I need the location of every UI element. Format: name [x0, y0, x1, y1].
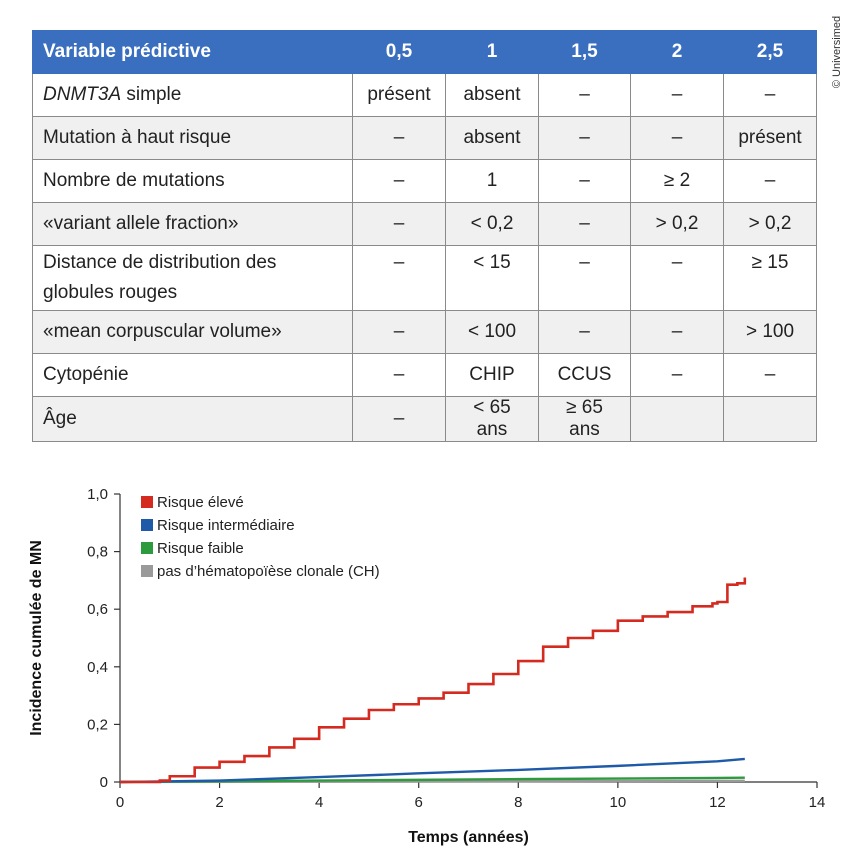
x-tick-label: 4	[315, 794, 323, 811]
legend-swatch	[141, 542, 153, 554]
table-cell: –	[352, 159, 446, 203]
table-cell: –	[352, 396, 446, 442]
gene-name: DNMT3A	[43, 84, 122, 105]
table-row: Âge – < 65 ans ≥ 65 ans	[32, 396, 817, 442]
row-label: «mean corpuscular volume»	[32, 310, 353, 354]
row-label: «variant allele fraction»	[32, 202, 353, 246]
table-row: «mean corpuscular volume» – < 100 – – > …	[32, 310, 817, 354]
predictor-score-table: Variable prédictive 0,5 1 1,5 2 2,5 DNMT…	[32, 30, 817, 442]
credit-text: © Universimed	[831, 15, 843, 89]
table-cell: –	[723, 353, 817, 397]
y-tick-label: 0,6	[87, 601, 108, 618]
row-label: Distance de distribution des globules ro…	[32, 245, 353, 311]
legend-swatch	[141, 565, 153, 577]
row-label: Âge	[32, 396, 353, 442]
y-tick-label: 1,0	[87, 486, 108, 503]
x-tick-label: 14	[809, 794, 826, 811]
y-tick-label: 0,2	[87, 716, 108, 733]
series-line-risque-faible	[119, 776, 745, 784]
table-cell: présent	[723, 116, 817, 160]
y-tick-label: 0,8	[87, 544, 108, 561]
table-header-row: Variable prédictive 0,5 1 1,5 2 2,5	[32, 30, 817, 74]
table-cell: –	[630, 245, 724, 311]
header-score-1-5: 1,5	[538, 30, 631, 74]
row-label: DNMT3A simple	[32, 73, 353, 117]
table-cell: 1	[445, 159, 539, 203]
table-cell: –	[352, 202, 446, 246]
table-cell: –	[630, 353, 724, 397]
table-cell: ≥ 2	[630, 159, 724, 203]
legend-label: Risque faible	[157, 540, 244, 557]
table-cell: –	[538, 310, 631, 354]
table-cell: présent	[352, 73, 446, 117]
chart-legend: Risque élevé Risque intermédiaire Risque f…	[141, 494, 380, 580]
x-tick-label: 8	[514, 794, 522, 811]
table-row: Mutation à haut risque – absent – – prés…	[32, 116, 817, 160]
x-tick-label: 2	[215, 794, 223, 811]
table-row: DNMT3A simple présent absent – – –	[32, 73, 817, 117]
table-cell: > 0,2	[630, 202, 724, 246]
y-axis-label: Incidence cumulée de MN	[28, 540, 45, 736]
table-cell: –	[538, 116, 631, 160]
row-label: Nombre de mutations	[32, 159, 353, 203]
header-score-0-5: 0,5	[352, 30, 446, 74]
cumulative-incidence-chart: 0 0,2 0,4 0,6 0,8 1,0 0 2 4 6 8 10 12 14 Temps (années…	[28, 486, 825, 846]
table-cell: –	[630, 310, 724, 354]
header-score-1: 1	[445, 30, 539, 74]
series-line-risque-interm-diaire	[119, 757, 745, 784]
x-tick-label: 12	[709, 794, 726, 811]
table-cell: –	[352, 310, 446, 354]
row-label: Cytopénie	[32, 353, 353, 397]
header-score-2: 2	[630, 30, 724, 74]
x-axis-label: Temps (années)	[408, 829, 529, 846]
table-cell: < 100	[445, 310, 539, 354]
table-cell: –	[352, 116, 446, 160]
table-cell: –	[352, 353, 446, 397]
table-cell: > 100	[723, 310, 817, 354]
table-cell: > 0,2	[723, 202, 817, 246]
x-tick-label: 0	[116, 794, 124, 811]
y-tick-label: 0	[100, 774, 108, 791]
table-cell: absent	[445, 73, 539, 117]
table-cell: < 0,2	[445, 202, 539, 246]
table-cell: –	[538, 202, 631, 246]
table-cell: CHIP	[445, 353, 539, 397]
table-cell: absent	[445, 116, 539, 160]
table-cell: –	[630, 116, 724, 160]
row-label: Mutation à haut risque	[32, 116, 353, 160]
table-cell: –	[538, 159, 631, 203]
series-line-risque-lev	[120, 577, 747, 784]
x-tick-label: 10	[610, 794, 627, 811]
legend-label: Risque élevé	[157, 494, 244, 511]
table-cell: –	[538, 73, 631, 117]
table-cell	[723, 396, 817, 442]
copyright-credit: © Universimed	[825, 12, 849, 92]
table-cell: –	[630, 73, 724, 117]
table-cell: –	[538, 245, 631, 311]
header-variable: Variable prédictive	[32, 30, 353, 74]
table-row: Cytopénie – CHIP CCUS – –	[32, 353, 817, 397]
table-cell: –	[352, 245, 446, 311]
chart-axes: 0 0,2 0,4 0,6 0,8 1,0 0 2 4 6 8 10 12 14 Temps (années…	[28, 486, 825, 846]
legend-swatch	[141, 519, 153, 531]
legend-swatch	[141, 496, 153, 508]
legend-label: pas d’hématopoïèse clonale (CH)	[157, 563, 380, 580]
table-cell: CCUS	[538, 353, 631, 397]
x-tick-label: 6	[415, 794, 423, 811]
table-row: «variant allele fraction» – < 0,2 – > 0,…	[32, 202, 817, 246]
chart-series	[119, 577, 747, 784]
row-label-text: simple	[121, 84, 182, 105]
table-cell: –	[723, 159, 817, 203]
y-tick-label: 0,4	[87, 659, 108, 676]
header-score-2-5: 2,5	[723, 30, 817, 74]
table-row: Nombre de mutations – 1 – ≥ 2 –	[32, 159, 817, 203]
table-cell: < 65 ans	[445, 396, 539, 442]
table-cell: –	[723, 73, 817, 117]
table-cell: ≥ 65 ans	[538, 396, 631, 442]
legend-label: Risque intermédiaire	[157, 517, 295, 534]
table-cell: ≥ 15	[723, 245, 817, 311]
table-cell	[630, 396, 724, 442]
table-cell: < 15	[445, 245, 539, 311]
table-row: Distance de distribution des globules ro…	[32, 245, 817, 311]
